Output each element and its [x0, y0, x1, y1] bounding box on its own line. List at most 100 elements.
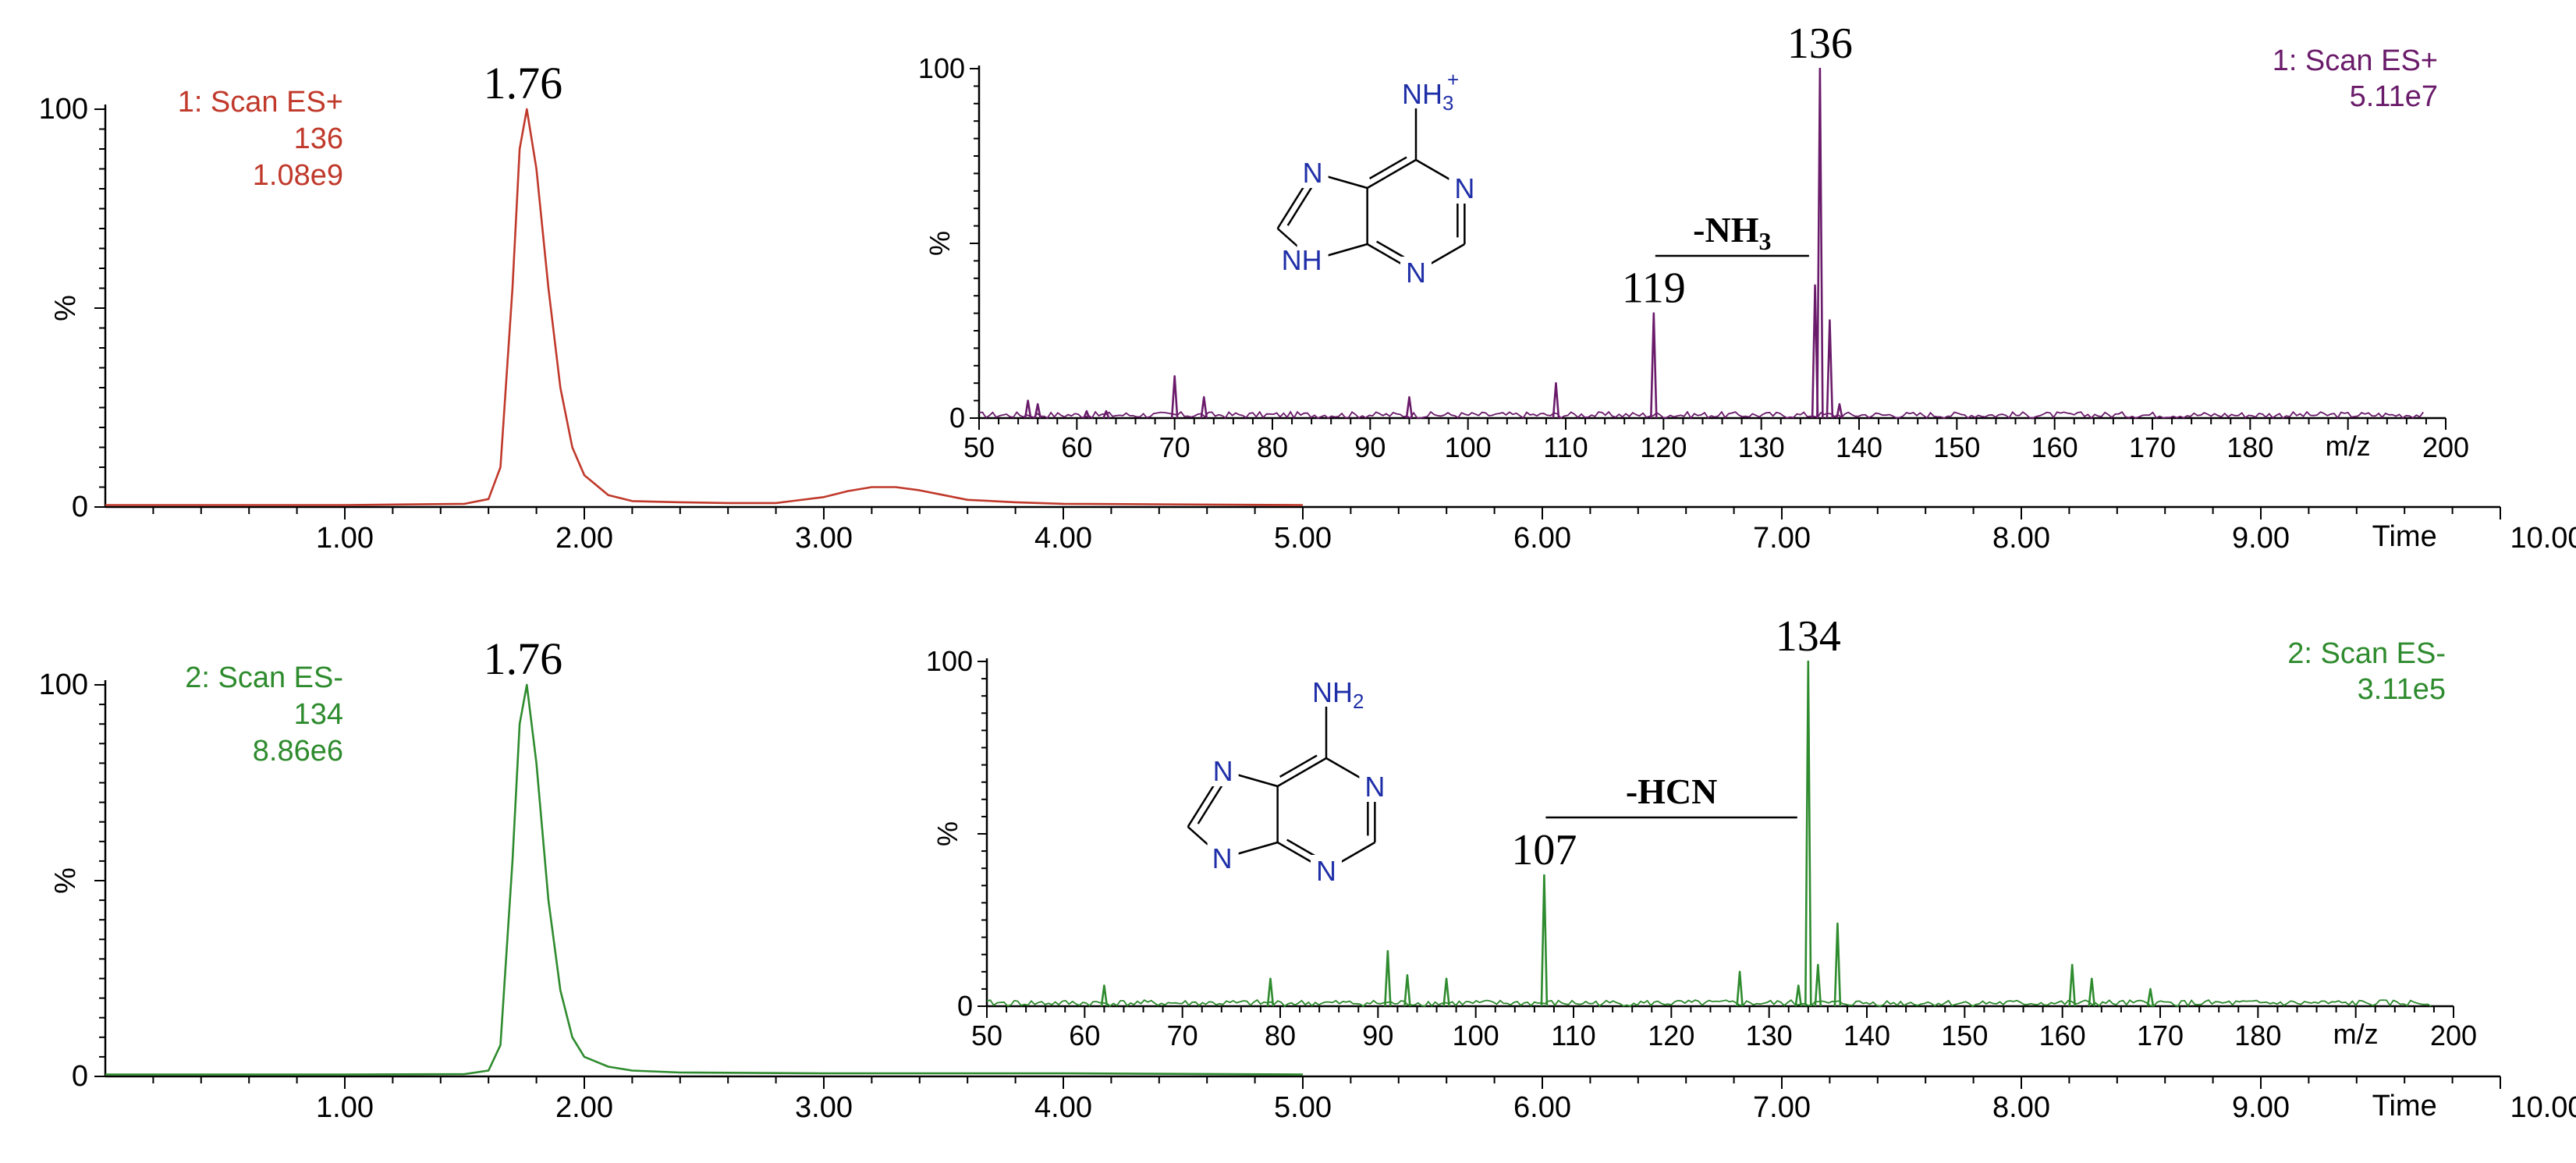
x-tick-label: 1.00 — [316, 522, 374, 555]
ms-trace-intensity: 3.11e5 — [2358, 673, 2446, 706]
trace-label: 1: Scan ES+ — [178, 86, 343, 119]
ms-y-tick-label: 100 — [926, 645, 973, 677]
ms-x-tick-label: 150 — [1933, 431, 1980, 463]
ms-x-tick-label: 140 — [1843, 1019, 1890, 1051]
ms-x-tick-label: 90 — [1362, 1019, 1393, 1051]
ms-x-tick-label: 170 — [2137, 1019, 2184, 1051]
atom-mask — [1449, 172, 1481, 204]
bottom-panel: 1.00 2.00 3.00 4.00 5.00 6.00 7.00 8.00 9.00 10.0… — [39, 633, 2576, 1124]
ms-peak — [1170, 374, 1179, 419]
y-tick-label: 100 — [39, 668, 88, 701]
ms-y-tick-label: 0 — [949, 402, 965, 434]
ms-peak-label: 119 — [1622, 264, 1686, 313]
ms-peak — [1816, 67, 1824, 419]
trace-mass: 134 — [294, 698, 343, 731]
neutral-loss-label: -NH3 — [1693, 210, 1771, 255]
ms-peak — [1034, 402, 1041, 419]
ms-peak — [1833, 922, 1842, 1007]
atom-label: N — [1213, 755, 1233, 787]
ms-peak — [1384, 949, 1392, 1007]
ms-trace-intensity: 5.11e7 — [2350, 80, 2438, 113]
structure-double-bond — [1197, 780, 1226, 824]
ms-peak-label: 134 — [1776, 612, 1841, 661]
ms-x-tick-label: 50 — [963, 431, 995, 463]
atom-mask — [1207, 755, 1239, 786]
ms-x-tick-label: 110 — [1543, 431, 1588, 463]
ms-x-tick-label: 120 — [1640, 431, 1687, 463]
trace-label: 2: Scan ES- — [185, 661, 343, 694]
x-tick-label: 9.00 — [2232, 1091, 2290, 1124]
structure-neutral: NH2NNNNN — [1187, 672, 1391, 887]
ms-baseline-noise — [986, 998, 2432, 1008]
x-tick-label: 2.00 — [555, 1091, 613, 1124]
ms-peak — [1083, 410, 1091, 419]
x-tick-label: 6.00 — [1513, 1091, 1571, 1124]
x-tick-label: 1.00 — [316, 1091, 374, 1124]
atom-label: N — [1303, 157, 1323, 189]
ms-peak — [2146, 987, 2155, 1007]
x-tick-label: 7.00 — [1753, 522, 1811, 555]
ms-x-axis-label: m/z — [2333, 1018, 2379, 1050]
ms-peak — [1200, 395, 1208, 419]
ms-x-tick-label: 80 — [1257, 431, 1288, 463]
y-tick-label: 0 — [72, 1060, 88, 1093]
ms-x-tick-label: 160 — [2031, 431, 2078, 463]
ms-x-tick-label: 150 — [1941, 1019, 1988, 1051]
x-tick-label: 10.00 — [2510, 522, 2576, 555]
y-tick-label: 0 — [72, 491, 88, 523]
ms-x-tick-label: 180 — [2234, 1019, 2281, 1051]
neutral-loss-label: -HCN — [1626, 771, 1718, 811]
ms-peak — [1552, 381, 1560, 419]
structure-double-bond — [1286, 182, 1315, 226]
x-tick-label: 3.00 — [795, 522, 853, 555]
x-tick-label: 7.00 — [1753, 1091, 1811, 1124]
ms-x-tick-label: 160 — [2039, 1019, 2086, 1051]
x-tick-label: 8.00 — [1992, 1091, 2050, 1124]
bottom-ms-inset: 50 60 70 80 90 100 110 120 130 140 150 160 170 180 200… — [926, 612, 2477, 1051]
x-tick-label: 8.00 — [1992, 522, 2050, 555]
ms-x-tick-label: 70 — [1159, 431, 1190, 463]
ms-peak — [1024, 399, 1032, 419]
ms-peak — [1403, 973, 1411, 1007]
charge-label: + — [1447, 68, 1459, 91]
ms-baseline-noise — [978, 410, 2424, 420]
ms-x-tick-label: 140 — [1836, 431, 1882, 463]
ms-peak — [1794, 984, 1803, 1007]
atom-mask — [1207, 842, 1239, 874]
chromatogram-trace — [105, 683, 1304, 1076]
x-tick-label: 3.00 — [795, 1091, 853, 1124]
ms-peak — [1826, 319, 1834, 419]
structure-double-bond — [1279, 754, 1318, 778]
ms-x-tick-label: 80 — [1265, 1019, 1296, 1051]
ms-x-tick-label: 90 — [1354, 431, 1386, 463]
ms-x-tick-label: 60 — [1069, 1019, 1100, 1051]
x-tick-label: 10.00 — [2510, 1091, 2576, 1124]
ms-peak — [1266, 977, 1275, 1007]
ms-peak — [1100, 984, 1109, 1007]
atom-label: N — [1212, 842, 1233, 874]
x-tick-label: 2.00 — [555, 522, 613, 555]
atom-mask — [1297, 157, 1329, 188]
x-axis-label: Time — [2372, 520, 2437, 553]
ms-x-tick-label: 170 — [2129, 431, 2176, 463]
ms-peak — [2088, 977, 2096, 1007]
structure-cation: NH3+NNNNHN — [1276, 68, 1481, 289]
ms-peak — [1102, 410, 1110, 419]
ms-x-tick-label: 110 — [1551, 1019, 1595, 1051]
ms-x-tick-label: 180 — [2227, 431, 2273, 463]
ms-x-tick-label: 130 — [1746, 1019, 1793, 1051]
x-tick-label: 4.00 — [1034, 1091, 1092, 1124]
chromatogram-trace — [105, 108, 1304, 506]
ms-peak — [1814, 963, 1822, 1007]
ms-peak — [1736, 970, 1744, 1007]
ms-x-tick-label: 130 — [1738, 431, 1785, 463]
ms-peak — [1405, 395, 1414, 419]
ms-x-tick-label: 200 — [2430, 1019, 2477, 1051]
ms-x-tick-label: 100 — [1445, 431, 1492, 463]
atom-mask — [1311, 855, 1342, 886]
y-axis-label: % — [49, 295, 82, 321]
ms-peak — [1442, 977, 1450, 1007]
x-tick-label: 9.00 — [2232, 522, 2290, 555]
x-tick-label: 4.00 — [1034, 522, 1092, 555]
